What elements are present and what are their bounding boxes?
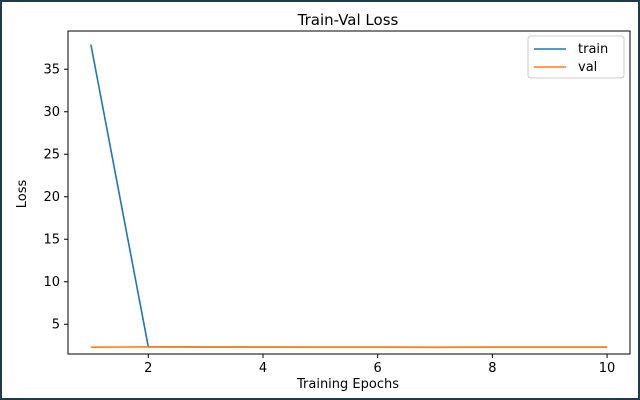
plot-area bbox=[67, 30, 631, 355]
y-tick-label: 30 bbox=[43, 105, 60, 120]
x-axis-label: Training Epochs bbox=[296, 377, 399, 392]
y-tick-label: 10 bbox=[43, 275, 60, 290]
x-tick-label: 10 bbox=[599, 361, 616, 376]
legend-box bbox=[527, 35, 625, 79]
y-axis-label: Loss bbox=[15, 180, 30, 209]
x-axis: 2 4 6 8 10 bbox=[144, 354, 615, 376]
chart-title: Train-Val Loss bbox=[297, 11, 399, 29]
series-lines bbox=[90, 44, 608, 349]
x-tick-label: 6 bbox=[374, 361, 382, 376]
y-tick-label: 15 bbox=[43, 232, 60, 247]
x-tick-label: 8 bbox=[488, 361, 496, 376]
x-tick-label: 2 bbox=[144, 361, 152, 376]
y-axis: 5 10 15 20 25 30 35 bbox=[43, 62, 68, 332]
x-tick-label: 4 bbox=[259, 361, 267, 376]
legend-label-train: train bbox=[578, 42, 608, 57]
legend-label-val: val bbox=[578, 60, 597, 75]
legend: train val bbox=[527, 35, 625, 79]
y-tick-label: 25 bbox=[43, 147, 60, 162]
y-tick-label: 35 bbox=[43, 62, 60, 77]
y-tick-label: 5 bbox=[52, 317, 60, 332]
y-tick-label: 20 bbox=[43, 190, 60, 205]
